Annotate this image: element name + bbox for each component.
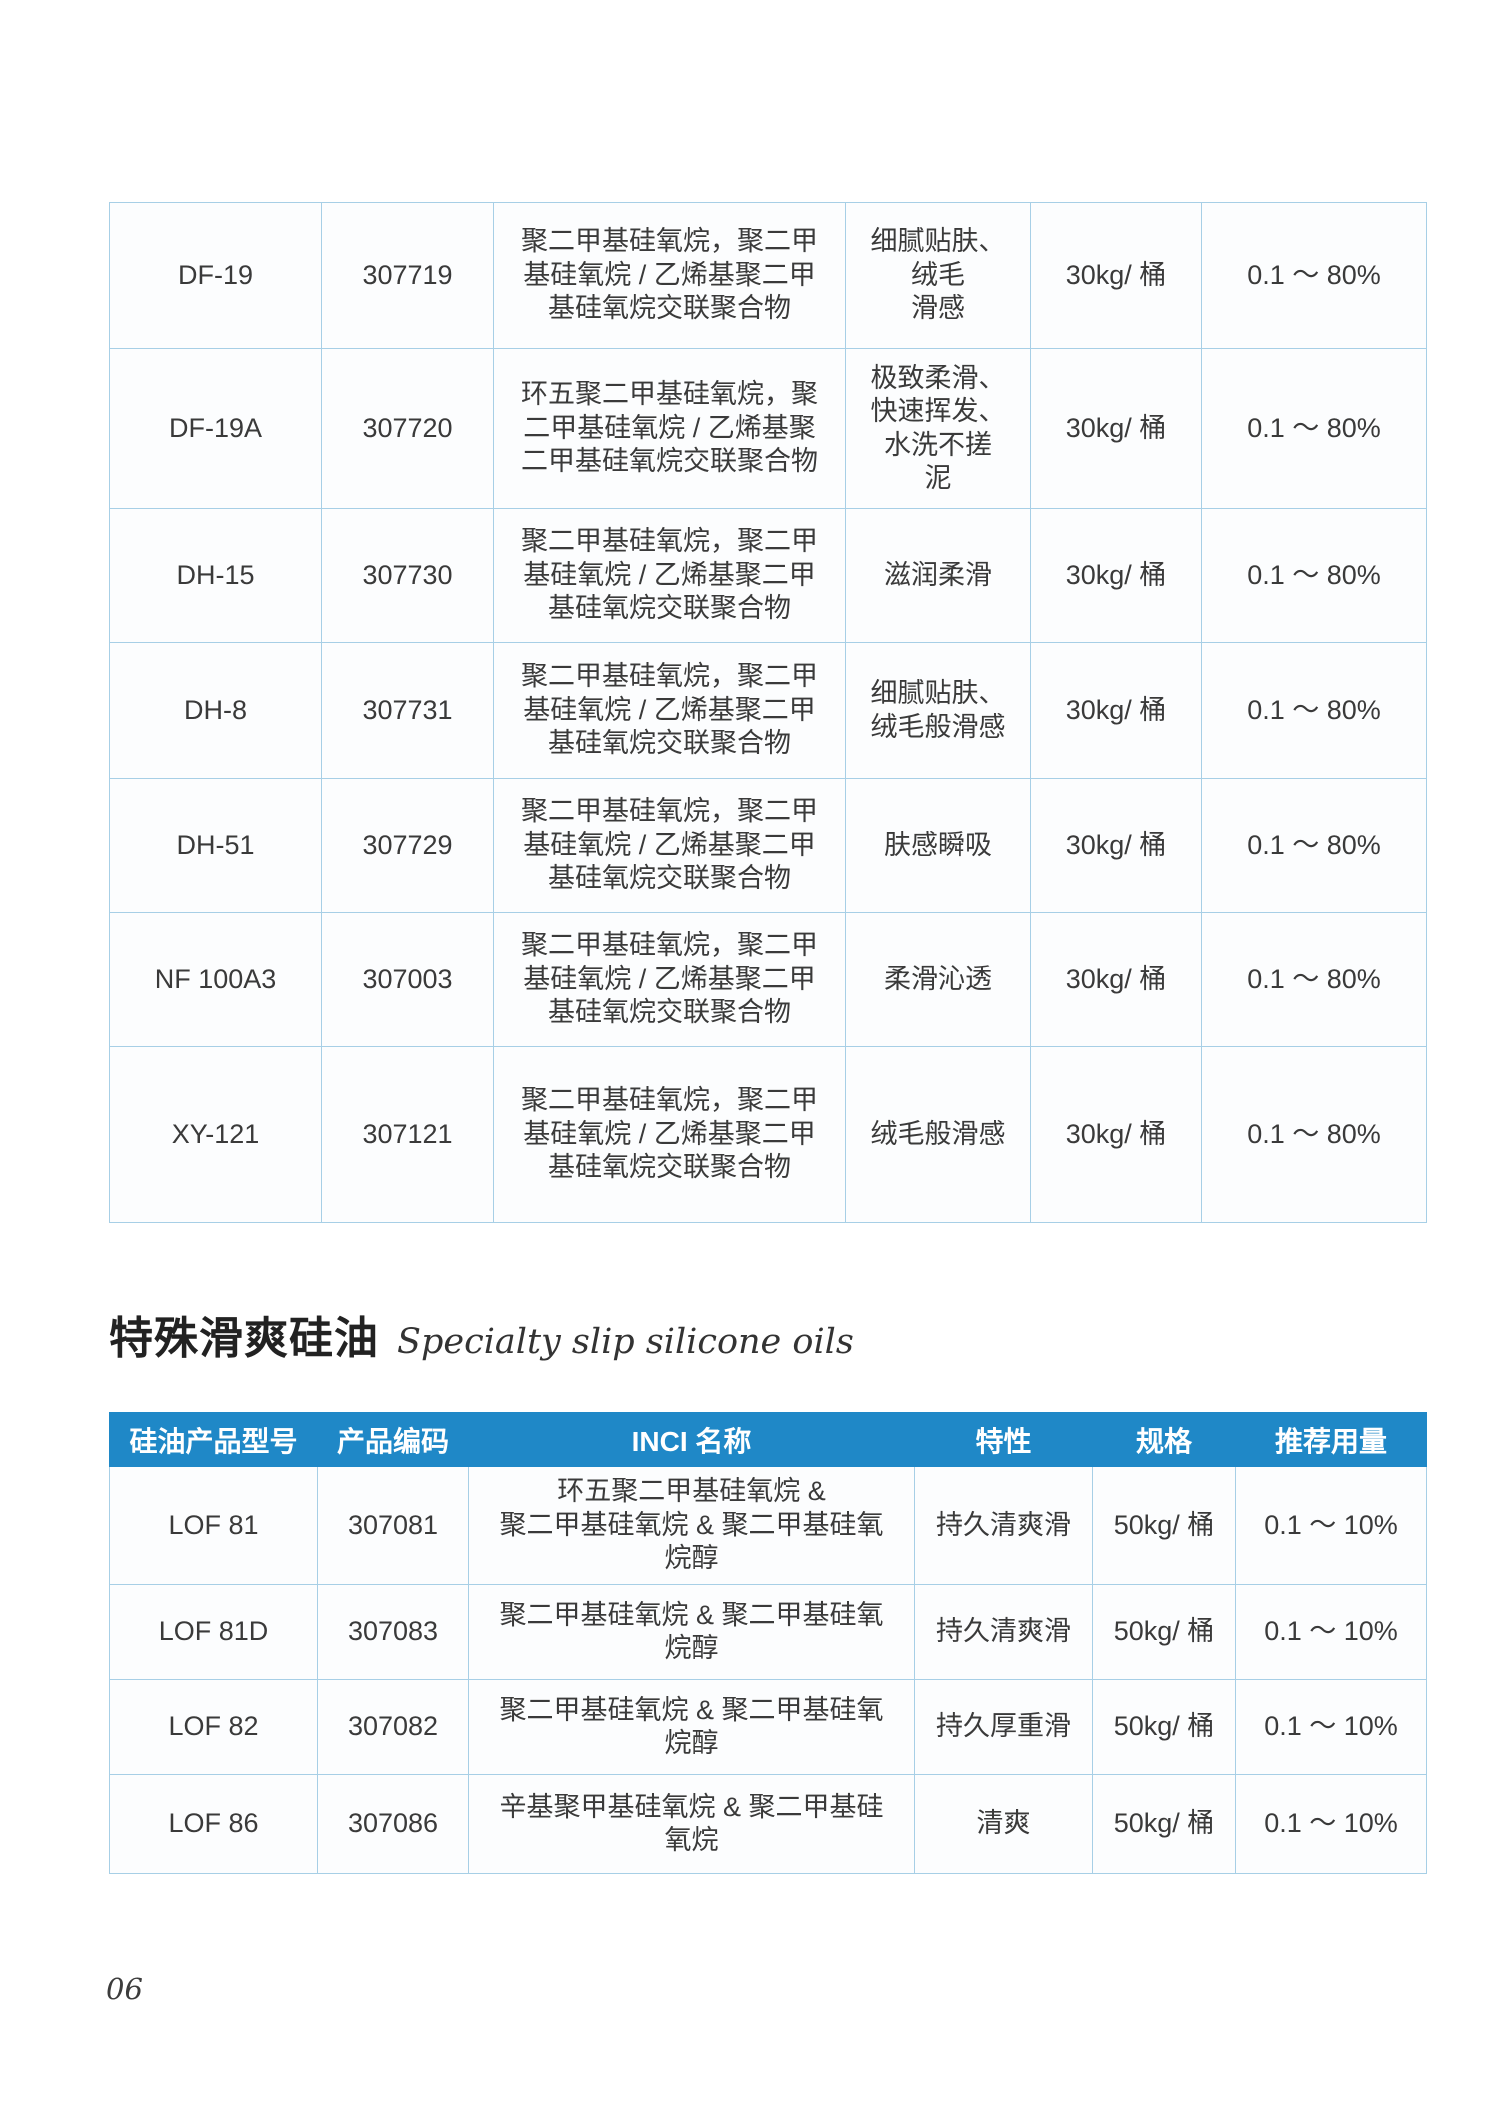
usage-cell: 0.1 ～ 80% <box>1201 508 1427 643</box>
section-title: 特殊滑爽硅油 Specialty slip silicone oils <box>109 1302 854 1366</box>
model-cell: DF-19 <box>109 202 322 349</box>
usage-cell: 0.1 ～ 10% <box>1235 1584 1427 1680</box>
code-cell: 307719 <box>321 202 494 349</box>
inci-cell: 聚二甲基硅氧烷，聚二甲 基硅氧烷 / 乙烯基聚二甲 基硅氧烷交联聚合物 <box>493 508 846 643</box>
code-cell: 307121 <box>321 1046 494 1223</box>
table-row: NF 100A3 307003 聚二甲基硅氧烷，聚二甲 基硅氧烷 / 乙烯基聚二… <box>109 912 1427 1047</box>
table-row: LOF 81D 307083 聚二甲基硅氧烷 & 聚二甲基硅氧 烷醇 持久清爽滑… <box>109 1584 1427 1680</box>
model-cell: LOF 82 <box>109 1679 318 1775</box>
section-title-zh: 特殊滑爽硅油 <box>109 1313 379 1364</box>
model-cell: DH-8 <box>109 642 322 779</box>
spec-cell: 30kg/ 桶 <box>1030 348 1202 509</box>
code-cell: 307082 <box>317 1679 469 1775</box>
inci-cell: 环五聚二甲基硅氧烷 & 聚二甲基硅氧烷 & 聚二甲基硅氧 烷醇 <box>468 1466 915 1585</box>
spec-cell: 30kg/ 桶 <box>1030 1046 1202 1223</box>
table-row: DH-15 307730 聚二甲基硅氧烷，聚二甲 基硅氧烷 / 乙烯基聚二甲 基… <box>109 508 1427 643</box>
column-header-model: 硅油产品型号 <box>109 1412 318 1467</box>
code-cell: 307086 <box>317 1774 469 1874</box>
header-row: 硅油产品型号 产品编码 INCI 名称 特性 规格 推荐用量 <box>109 1412 1427 1467</box>
table-row: DH-51 307729 聚二甲基硅氧烷，聚二甲 基硅氧烷 / 乙烯基聚二甲 基… <box>109 778 1427 913</box>
usage-cell: 0.1 ～ 10% <box>1235 1466 1427 1585</box>
table-row: LOF 81 307081 环五聚二甲基硅氧烷 & 聚二甲基硅氧烷 & 聚二甲基… <box>109 1466 1427 1585</box>
trait-cell: 绒毛般滑感 <box>845 1046 1031 1223</box>
model-cell: DH-51 <box>109 778 322 913</box>
spec-cell: 50kg/ 桶 <box>1092 1774 1236 1874</box>
spec-cell: 30kg/ 桶 <box>1030 778 1202 913</box>
spec-cell: 30kg/ 桶 <box>1030 508 1202 643</box>
usage-cell: 0.1 ～ 80% <box>1201 348 1427 509</box>
model-cell: DH-15 <box>109 508 322 643</box>
trait-cell: 清爽 <box>914 1774 1093 1874</box>
inci-cell: 聚二甲基硅氧烷，聚二甲 基硅氧烷 / 乙烯基聚二甲 基硅氧烷交联聚合物 <box>493 1046 846 1223</box>
spec-cell: 30kg/ 桶 <box>1030 202 1202 349</box>
table-row: LOF 82 307082 聚二甲基硅氧烷 & 聚二甲基硅氧 烷醇 持久厚重滑 … <box>109 1679 1427 1775</box>
spec-cell: 30kg/ 桶 <box>1030 912 1202 1047</box>
spec-cell: 50kg/ 桶 <box>1092 1679 1236 1775</box>
trait-cell: 柔滑沁透 <box>845 912 1031 1047</box>
code-cell: 307083 <box>317 1584 469 1680</box>
code-cell: 307731 <box>321 642 494 779</box>
inci-cell: 聚二甲基硅氧烷 & 聚二甲基硅氧 烷醇 <box>468 1584 915 1680</box>
trait-cell: 持久清爽滑 <box>914 1584 1093 1680</box>
table-row: DH-8 307731 聚二甲基硅氧烷，聚二甲 基硅氧烷 / 乙烯基聚二甲 基硅… <box>109 642 1427 779</box>
column-header-inci: INCI 名称 <box>468 1412 915 1467</box>
usage-cell: 0.1 ～ 10% <box>1235 1679 1427 1775</box>
trait-cell: 极致柔滑、 快速挥发、 水洗不搓 泥 <box>845 348 1031 509</box>
model-cell: LOF 81 <box>109 1466 318 1585</box>
spec-cell: 50kg/ 桶 <box>1092 1584 1236 1680</box>
model-cell: NF 100A3 <box>109 912 322 1047</box>
model-cell: DF-19A <box>109 348 322 509</box>
inci-cell: 环五聚二甲基硅氧烷，聚 二甲基硅氧烷 / 乙烯基聚 二甲基硅氧烷交联聚合物 <box>493 348 846 509</box>
inci-cell: 聚二甲基硅氧烷，聚二甲 基硅氧烷 / 乙烯基聚二甲 基硅氧烷交联聚合物 <box>493 642 846 779</box>
table-row: LOF 86 307086 辛基聚甲基硅氧烷 & 聚二甲基硅 氧烷 清爽 50k… <box>109 1774 1427 1874</box>
model-cell: LOF 86 <box>109 1774 318 1874</box>
inci-cell: 聚二甲基硅氧烷，聚二甲 基硅氧烷 / 乙烯基聚二甲 基硅氧烷交联聚合物 <box>493 912 846 1047</box>
inci-cell: 辛基聚甲基硅氧烷 & 聚二甲基硅 氧烷 <box>468 1774 915 1874</box>
code-cell: 307081 <box>317 1466 469 1585</box>
section-title-en: Specialty slip silicone oils <box>397 1322 854 1362</box>
trait-cell: 持久清爽滑 <box>914 1466 1093 1585</box>
table-row: XY-121 307121 聚二甲基硅氧烷，聚二甲 基硅氧烷 / 乙烯基聚二甲 … <box>109 1046 1427 1223</box>
trait-cell: 肤感瞬吸 <box>845 778 1031 913</box>
column-header-code: 产品编码 <box>317 1412 469 1467</box>
column-header-trait: 特性 <box>914 1412 1093 1467</box>
model-cell: LOF 81D <box>109 1584 318 1680</box>
usage-cell: 0.1 ～ 80% <box>1201 642 1427 779</box>
spec-cell: 30kg/ 桶 <box>1030 642 1202 779</box>
code-cell: 307730 <box>321 508 494 643</box>
table-row: DF-19A 307720 环五聚二甲基硅氧烷，聚 二甲基硅氧烷 / 乙烯基聚 … <box>109 348 1427 509</box>
usage-cell: 0.1 ～ 10% <box>1235 1774 1427 1874</box>
silicone-products-table: DF-19 307719 聚二甲基硅氧烷，聚二甲 基硅氧烷 / 乙烯基聚二甲 基… <box>109 202 1427 1223</box>
inci-cell: 聚二甲基硅氧烷 & 聚二甲基硅氧 烷醇 <box>468 1679 915 1775</box>
code-cell: 307729 <box>321 778 494 913</box>
usage-cell: 0.1 ～ 80% <box>1201 912 1427 1047</box>
table-row: DF-19 307719 聚二甲基硅氧烷，聚二甲 基硅氧烷 / 乙烯基聚二甲 基… <box>109 202 1427 349</box>
trait-cell: 滋润柔滑 <box>845 508 1031 643</box>
trait-cell: 细腻贴肤、 绒毛 滑感 <box>845 202 1031 349</box>
code-cell: 307720 <box>321 348 494 509</box>
inci-cell: 聚二甲基硅氧烷，聚二甲 基硅氧烷 / 乙烯基聚二甲 基硅氧烷交联聚合物 <box>493 778 846 913</box>
usage-cell: 0.1 ～ 80% <box>1201 202 1427 349</box>
model-cell: XY-121 <box>109 1046 322 1223</box>
spec-cell: 50kg/ 桶 <box>1092 1466 1236 1585</box>
column-header-spec: 规格 <box>1092 1412 1236 1467</box>
usage-cell: 0.1 ～ 80% <box>1201 778 1427 913</box>
code-cell: 307003 <box>321 912 494 1047</box>
page-number: 06 <box>106 1972 143 2006</box>
inci-cell: 聚二甲基硅氧烷，聚二甲 基硅氧烷 / 乙烯基聚二甲 基硅氧烷交联聚合物 <box>493 202 846 349</box>
trait-cell: 细腻贴肤、 绒毛般滑感 <box>845 642 1031 779</box>
column-header-usage: 推荐用量 <box>1235 1412 1427 1467</box>
trait-cell: 持久厚重滑 <box>914 1679 1093 1775</box>
usage-cell: 0.1 ～ 80% <box>1201 1046 1427 1223</box>
specialty-slip-oils-table: 硅油产品型号 产品编码 INCI 名称 特性 规格 推荐用量 LOF 81 30… <box>109 1412 1427 1874</box>
